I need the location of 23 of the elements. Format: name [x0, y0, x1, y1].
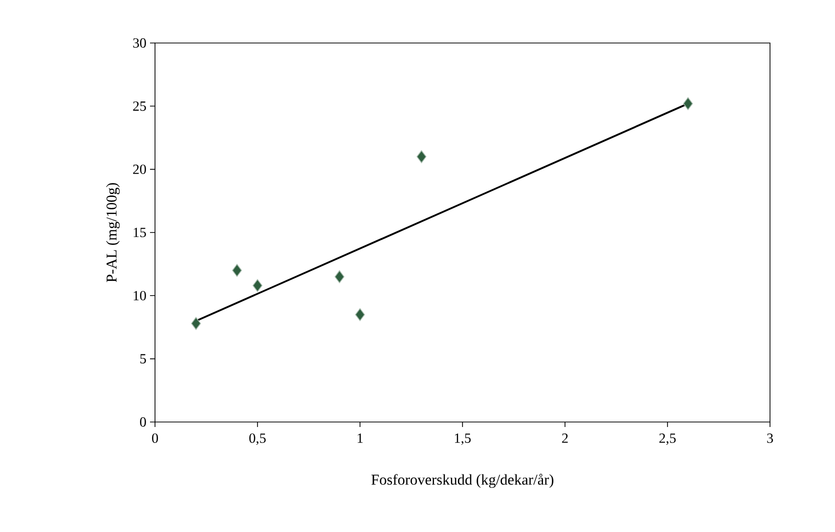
x-tick-label: 1 — [358, 433, 363, 443]
point — [191, 317, 201, 330]
point — [416, 150, 426, 164]
x-axis-title: Fosforoverskudd (kg/dekar/år) — [371, 474, 554, 488]
x-tick-label: 0,5 — [249, 434, 266, 445]
x-tick-label: 2 — [562, 434, 568, 443]
y-tick-label: 30 — [133, 38, 146, 48]
y-tick-label: 20 — [133, 164, 146, 174]
x-tick-label: 0 — [152, 434, 158, 443]
y-axis-title: P-AL (mg/100g) — [106, 183, 120, 282]
y-tick-label: 10 — [134, 290, 146, 300]
y-tick-label: 25 — [133, 101, 146, 111]
x-tick-label: 3 — [767, 434, 773, 443]
y-tick-label: 0 — [140, 417, 146, 427]
y-tick-label: 15 — [134, 228, 146, 238]
point — [334, 270, 344, 284]
point — [683, 97, 693, 110]
point — [355, 308, 365, 321]
y-tick-label: 5 — [140, 354, 146, 364]
x-tick-label: 2,5 — [659, 434, 676, 445]
x-tick-label: 1,5 — [455, 433, 471, 445]
point — [232, 264, 242, 277]
point — [252, 279, 262, 292]
